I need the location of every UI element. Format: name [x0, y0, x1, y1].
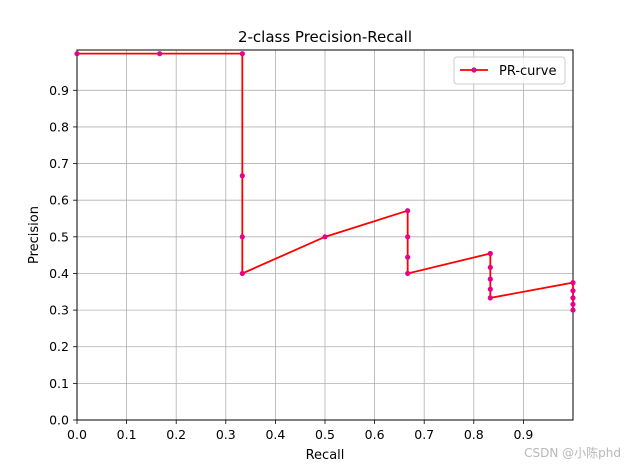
legend-label: PR-curve: [499, 64, 556, 79]
x-tick-label: 0.4: [265, 427, 285, 442]
pr-curve-point: [322, 234, 328, 240]
x-tick-label: 0.3: [216, 427, 236, 442]
y-tick-label: 0.8: [49, 119, 69, 134]
legend-box: [453, 56, 566, 85]
y-tick-label: 0.4: [49, 266, 69, 281]
y-tick-label: 0.1: [49, 376, 69, 391]
x-tick-label: 0.1: [117, 427, 137, 442]
x-tick-label: 0.8: [464, 427, 484, 442]
x-tick-label: 0.2: [166, 427, 186, 442]
pr-curve-point: [239, 51, 245, 57]
legend-marker-swatch: [471, 67, 477, 73]
pr-curve-point: [239, 270, 245, 277]
x-tick-label: 0.9: [513, 427, 533, 442]
x-tick-label: 0.7: [414, 427, 434, 442]
pr-curve-point: [487, 276, 493, 282]
pr-curve-point: [405, 208, 411, 214]
x-tick-label: 0.5: [315, 427, 335, 442]
pr-curve-point: [239, 234, 245, 240]
y-tick-label: 0.6: [49, 193, 69, 208]
pr-curve-point: [405, 234, 411, 240]
x-axis-label: Recall: [306, 448, 345, 463]
pr-curve-point: [239, 173, 245, 179]
x-tick-label: 0.6: [365, 427, 385, 442]
legend: PR-curve: [453, 56, 566, 85]
pr-curve-point: [570, 295, 576, 301]
pr-curve-point: [487, 286, 493, 292]
pr-curve-point: [405, 254, 411, 260]
y-tick-label: 0.9: [49, 83, 69, 98]
y-tick-label: 0.5: [49, 229, 69, 244]
ticks: 0.0 0.1 0.2 0.3 0.4 0.5 0.6 0.7 0.8 0.9 0.0 0.1 0.2 0…: [49, 83, 533, 442]
watermark: CSDN @小陈phd: [524, 446, 621, 460]
y-tick-label: 0.0: [49, 413, 69, 428]
pr-curve-point: [157, 51, 163, 57]
y-tick-label: 0.7: [49, 156, 69, 171]
pr-curve-point: [570, 288, 576, 294]
y-tick-label: 0.3: [49, 303, 69, 318]
y-tick-label: 0.2: [49, 339, 69, 354]
x-tick-label: 0.0: [67, 427, 87, 442]
pr-curve-point: [570, 301, 576, 307]
pr-curve-point: [74, 51, 80, 57]
chart-title: 2-class Precision-Recall: [238, 28, 412, 46]
pr-curve-point: [570, 280, 576, 286]
series-layer: [74, 51, 576, 313]
pr-curve-point: [487, 295, 493, 301]
pr-curve-point: [570, 307, 576, 313]
plot-frame: [76, 49, 574, 421]
pr-curve-point: [405, 270, 411, 277]
y-axis-label: Precision: [27, 206, 42, 264]
pr-curve-point: [487, 250, 493, 257]
pr-curve-point: [487, 264, 493, 270]
